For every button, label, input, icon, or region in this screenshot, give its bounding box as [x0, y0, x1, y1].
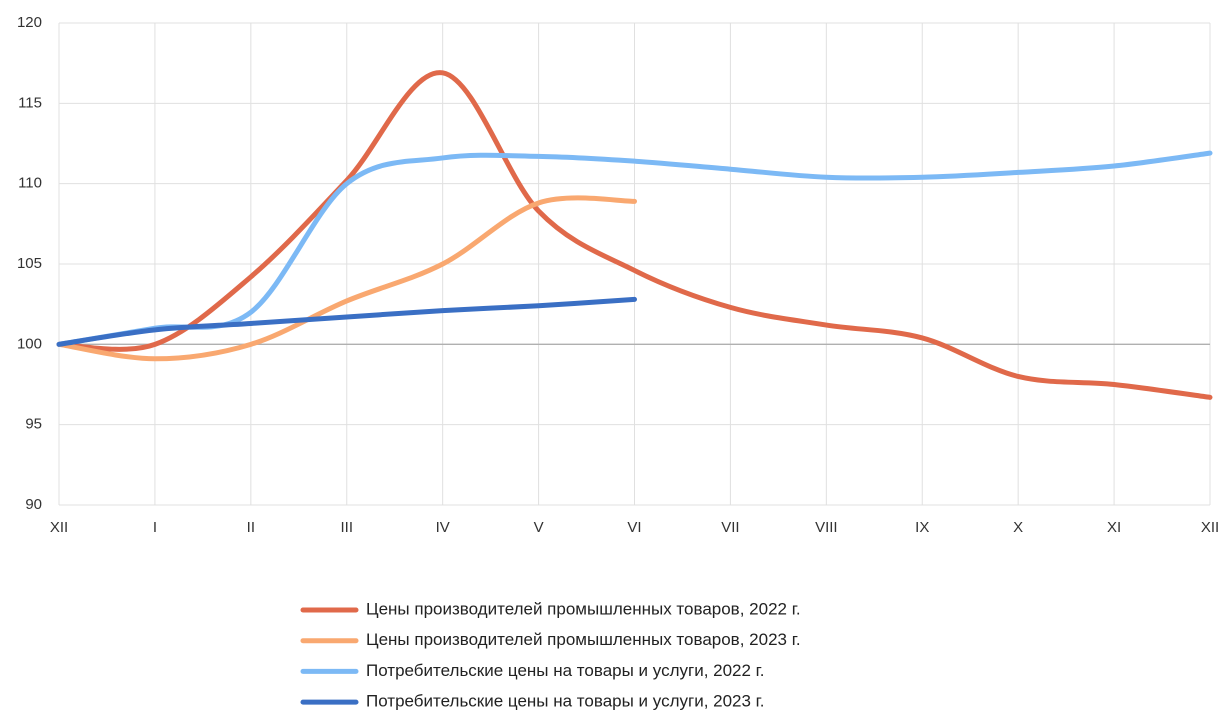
- x-tick-label: XII: [50, 519, 68, 536]
- x-tick-label: I: [153, 519, 157, 536]
- y-tick-label: 100: [17, 335, 42, 352]
- x-tick-label: II: [247, 519, 255, 536]
- legend-label: Цены производителей промышленных товаров…: [366, 630, 801, 649]
- x-tick-label: IX: [915, 519, 929, 536]
- y-tick-label: 95: [25, 416, 42, 433]
- x-tick-label: XI: [1107, 519, 1121, 536]
- y-tick-label: 115: [18, 94, 42, 111]
- x-tick-label: IV: [436, 519, 450, 536]
- x-tick-label: X: [1013, 519, 1023, 536]
- x-tick-label: V: [534, 519, 544, 536]
- x-tick-label: VI: [627, 519, 641, 536]
- series-line: [56, 150, 1213, 347]
- series-line: [56, 195, 637, 362]
- x-tick-label: XII: [1201, 519, 1219, 536]
- y-tick-label: 90: [25, 496, 42, 513]
- legend-label: Потребительские цены на товары и услуги,…: [366, 661, 765, 680]
- y-tick-label: 105: [17, 255, 42, 272]
- legend-label: Цены производителей промышленных товаров…: [366, 599, 801, 618]
- x-tick-label: VIII: [815, 519, 838, 536]
- series-line: [56, 296, 637, 347]
- y-tick-label: 110: [18, 175, 42, 192]
- x-tick-label: VII: [721, 519, 739, 536]
- series-line: [56, 70, 1213, 400]
- legend-label: Потребительские цены на товары и услуги,…: [366, 692, 765, 711]
- x-tick-label: III: [340, 519, 353, 536]
- y-tick-label: 120: [17, 14, 42, 31]
